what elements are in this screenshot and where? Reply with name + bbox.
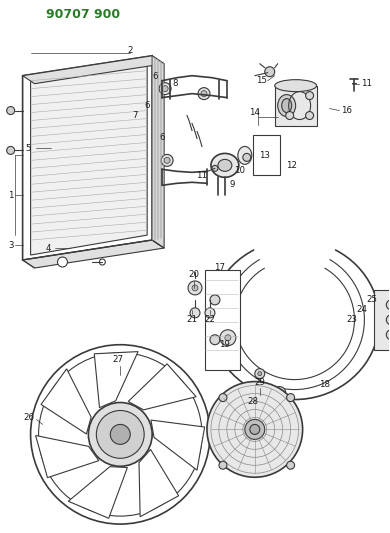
Ellipse shape — [282, 99, 292, 112]
Circle shape — [96, 410, 144, 458]
Polygon shape — [374, 290, 390, 350]
Circle shape — [188, 281, 202, 295]
Polygon shape — [23, 240, 164, 268]
Text: 3: 3 — [8, 240, 13, 249]
Circle shape — [287, 461, 294, 469]
Polygon shape — [35, 435, 99, 478]
Circle shape — [7, 147, 15, 155]
Polygon shape — [275, 86, 317, 125]
Text: 9: 9 — [229, 180, 234, 189]
Polygon shape — [152, 56, 164, 248]
Circle shape — [220, 330, 236, 346]
Text: 90707 900: 90707 900 — [46, 9, 120, 21]
Text: 7: 7 — [133, 111, 138, 120]
Circle shape — [219, 461, 227, 469]
Circle shape — [245, 419, 265, 439]
Text: 19: 19 — [220, 340, 230, 349]
Polygon shape — [68, 467, 128, 518]
Text: 22: 22 — [204, 316, 215, 324]
Circle shape — [250, 424, 260, 434]
Circle shape — [89, 402, 152, 466]
Text: 21: 21 — [186, 316, 197, 324]
Circle shape — [205, 308, 215, 318]
Circle shape — [265, 67, 275, 77]
Ellipse shape — [278, 95, 296, 117]
Text: 24: 24 — [356, 305, 367, 314]
Circle shape — [7, 107, 15, 115]
Circle shape — [164, 157, 170, 164]
Polygon shape — [139, 449, 179, 516]
Circle shape — [161, 155, 173, 166]
Circle shape — [212, 165, 218, 171]
Text: 5: 5 — [26, 144, 31, 153]
Circle shape — [306, 92, 314, 100]
Circle shape — [389, 318, 390, 322]
Text: 16: 16 — [341, 106, 352, 115]
Text: 6: 6 — [152, 72, 158, 81]
Circle shape — [198, 87, 210, 100]
Circle shape — [389, 333, 390, 337]
Polygon shape — [205, 270, 240, 369]
Circle shape — [386, 300, 390, 310]
Text: 8: 8 — [172, 79, 178, 88]
Text: 27: 27 — [113, 355, 124, 364]
Text: 12: 12 — [286, 161, 297, 170]
Text: 11: 11 — [197, 171, 207, 180]
Circle shape — [386, 330, 390, 340]
Circle shape — [306, 111, 314, 119]
Text: 29: 29 — [254, 378, 265, 387]
Text: 11: 11 — [361, 79, 372, 88]
Text: 2: 2 — [128, 46, 133, 55]
Circle shape — [99, 259, 105, 265]
Circle shape — [274, 386, 286, 399]
Circle shape — [207, 382, 303, 477]
Ellipse shape — [238, 147, 252, 164]
Circle shape — [210, 335, 220, 345]
Polygon shape — [41, 369, 91, 434]
Circle shape — [159, 83, 171, 95]
Circle shape — [162, 86, 168, 92]
Circle shape — [57, 257, 67, 267]
Text: 20: 20 — [188, 270, 200, 279]
Text: 15: 15 — [256, 76, 267, 85]
Circle shape — [258, 372, 262, 376]
Ellipse shape — [275, 79, 317, 92]
Polygon shape — [23, 56, 164, 84]
Text: 6: 6 — [144, 101, 150, 110]
Circle shape — [243, 154, 251, 161]
Polygon shape — [30, 61, 147, 255]
Polygon shape — [151, 420, 205, 470]
Text: 1: 1 — [8, 191, 13, 200]
Circle shape — [192, 285, 198, 291]
Polygon shape — [23, 56, 152, 260]
Text: 23: 23 — [346, 316, 357, 324]
Polygon shape — [94, 352, 138, 408]
Circle shape — [286, 111, 294, 119]
Circle shape — [255, 369, 265, 378]
Polygon shape — [128, 364, 196, 410]
Circle shape — [210, 295, 220, 305]
Text: 25: 25 — [366, 295, 377, 304]
Text: 4: 4 — [46, 244, 51, 253]
Text: 28: 28 — [247, 397, 258, 406]
Ellipse shape — [211, 154, 239, 177]
Text: 14: 14 — [249, 108, 260, 117]
Circle shape — [287, 393, 294, 401]
Text: 26: 26 — [23, 413, 34, 422]
Circle shape — [219, 393, 227, 401]
Text: 10: 10 — [234, 166, 245, 175]
Circle shape — [225, 335, 231, 341]
Text: 18: 18 — [319, 380, 330, 389]
Circle shape — [389, 303, 390, 307]
Circle shape — [386, 315, 390, 325]
Circle shape — [110, 424, 130, 445]
Circle shape — [201, 91, 207, 96]
Text: 13: 13 — [259, 151, 270, 160]
Text: 6: 6 — [160, 133, 165, 142]
Ellipse shape — [218, 159, 232, 171]
Circle shape — [190, 308, 200, 318]
Text: 17: 17 — [215, 263, 225, 272]
